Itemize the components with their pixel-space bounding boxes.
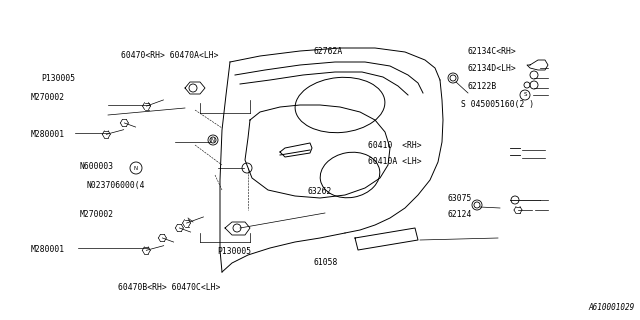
Text: 61058: 61058 <box>314 258 338 267</box>
Text: 62122B: 62122B <box>467 82 497 91</box>
Text: N: N <box>134 165 138 171</box>
Text: N023706000(4: N023706000(4 <box>86 181 145 190</box>
Text: P130005: P130005 <box>218 247 252 256</box>
Text: P130005: P130005 <box>42 74 76 83</box>
Text: M280001: M280001 <box>31 245 65 254</box>
Text: 63075: 63075 <box>448 194 472 203</box>
Text: 62134C<RH>: 62134C<RH> <box>467 47 516 56</box>
Text: 60470B<RH> 60470C<LH>: 60470B<RH> 60470C<LH> <box>118 284 221 292</box>
Text: N: N <box>211 138 215 142</box>
Text: S 045005160(2 ): S 045005160(2 ) <box>461 100 534 108</box>
Text: M270002: M270002 <box>31 93 65 102</box>
Text: 60470<RH> 60470A<LH>: 60470<RH> 60470A<LH> <box>121 52 218 60</box>
Text: N600003: N600003 <box>80 162 114 171</box>
Text: 62762A: 62762A <box>314 47 343 56</box>
Text: S: S <box>524 92 527 98</box>
Text: M280001: M280001 <box>31 130 65 139</box>
Text: M270002: M270002 <box>80 210 114 219</box>
Text: 63262: 63262 <box>307 188 332 196</box>
Text: 60410A <LH>: 60410A <LH> <box>368 157 422 166</box>
Text: 60410  <RH>: 60410 <RH> <box>368 141 422 150</box>
Text: 62134D<LH>: 62134D<LH> <box>467 64 516 73</box>
Text: A610001029: A610001029 <box>589 303 635 312</box>
Text: 62124: 62124 <box>448 210 472 219</box>
